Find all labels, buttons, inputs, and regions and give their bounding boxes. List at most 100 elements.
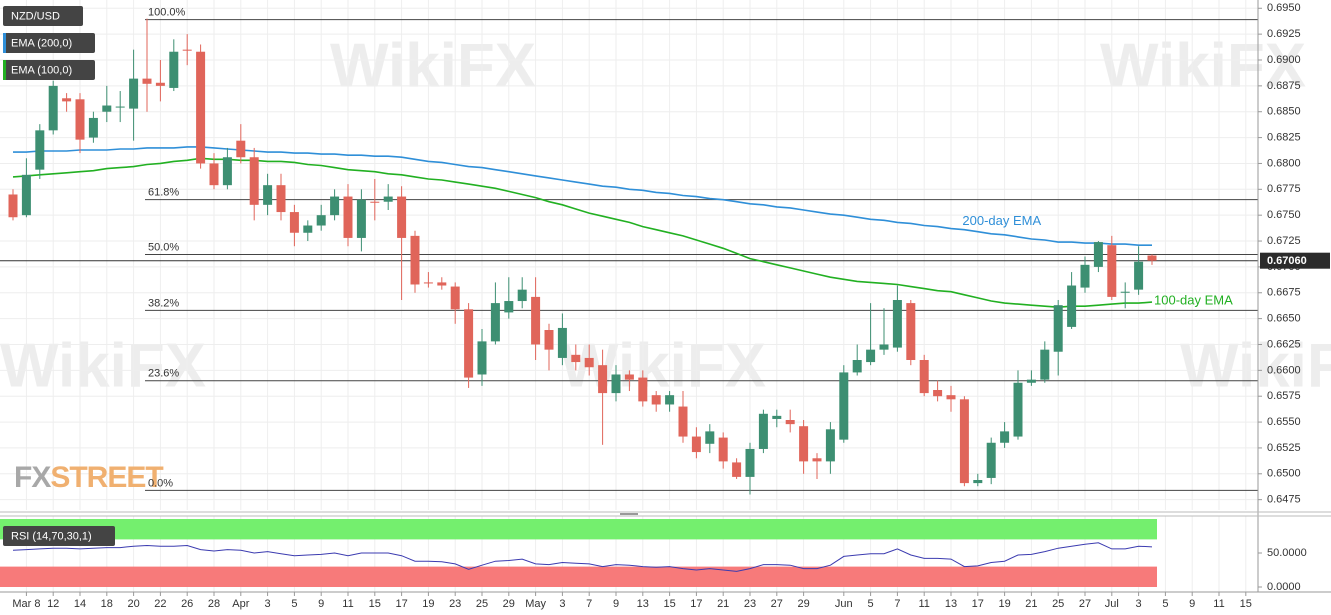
candle-body <box>852 360 862 373</box>
y-tick-label: 0.6775 <box>1267 183 1301 195</box>
candle-body <box>879 344 889 350</box>
y-tick-label: 0.6525 <box>1267 442 1301 454</box>
candle-body <box>986 442 996 478</box>
candle-body <box>544 330 554 350</box>
y-tick-label: 0.6550 <box>1267 416 1301 428</box>
watermark: WikiFX <box>1100 31 1306 100</box>
candle-body <box>812 458 822 462</box>
y-tick-label: 0.6750 <box>1267 209 1301 221</box>
candle-body <box>8 194 18 218</box>
y-tick-label: 0.6900 <box>1267 54 1301 66</box>
x-tick-label: Jul <box>1105 598 1119 610</box>
candle-body <box>303 225 313 233</box>
x-tick-label: 28 <box>208 598 220 610</box>
logo-street: STREET <box>50 461 163 494</box>
candle-body <box>732 462 742 477</box>
candle-body <box>450 286 460 310</box>
x-tick-label: 9 <box>1189 598 1195 610</box>
candle-body <box>785 420 795 425</box>
watermark: WikiFX <box>330 31 536 100</box>
fib-label: 23.6% <box>148 368 179 380</box>
x-tick-label: 17 <box>972 598 984 610</box>
candle-body <box>169 51 179 88</box>
candle-body <box>745 448 755 477</box>
x-tick-label: 13 <box>945 598 957 610</box>
candle-body <box>1120 291 1130 293</box>
candle-body <box>1013 382 1023 437</box>
y-tick-label: 0.6600 <box>1267 364 1301 376</box>
legend-swatch <box>3 33 6 53</box>
x-tick-label: 17 <box>395 598 407 610</box>
last-price-label: 0.67060 <box>1267 255 1307 267</box>
x-tick-label: 3 <box>1136 598 1142 610</box>
legend-label: EMA (100,0) <box>11 64 72 76</box>
logo-fx: FX <box>14 461 51 494</box>
candle-body <box>571 354 581 363</box>
x-tick-label: 3 <box>265 598 271 610</box>
pane-handle <box>620 513 638 515</box>
candle-body <box>115 106 125 108</box>
candle-body <box>356 199 366 238</box>
x-tick-label: 9 <box>318 598 324 610</box>
candle-body <box>758 413 768 449</box>
candle-body <box>155 82 165 86</box>
annotation: 200-day EMA <box>962 213 1041 228</box>
legend-label: NZD/USD <box>11 10 60 22</box>
y-tick-label: 0.6825 <box>1267 131 1301 143</box>
y-tick-label: 0.6675 <box>1267 287 1301 299</box>
candle-body <box>102 105 112 112</box>
candle-body <box>142 78 152 84</box>
candle-body <box>584 357 594 368</box>
candle-body <box>933 390 943 397</box>
candle-body <box>504 301 514 313</box>
candle-body <box>517 289 527 302</box>
x-tick-label: 14 <box>74 598 86 610</box>
candle-body <box>35 130 45 170</box>
candle-body <box>1067 285 1077 327</box>
candle-body <box>557 327 567 358</box>
candle-body <box>490 303 500 342</box>
x-tick-label: 11 <box>918 598 929 610</box>
y-tick-label: 0.0000 <box>1267 581 1301 593</box>
candle-body <box>1107 245 1117 297</box>
x-tick-label: 17 <box>690 598 702 610</box>
candle-body <box>1000 431 1010 443</box>
candle-body <box>825 429 835 462</box>
candle-body <box>1093 242 1103 267</box>
candle-body <box>651 395 661 405</box>
watermark: WikiFX <box>0 331 206 400</box>
candle-body <box>423 282 433 284</box>
candle-body <box>196 51 206 164</box>
x-tick-label: 7 <box>894 598 900 610</box>
y-tick-label: 0.6850 <box>1267 106 1301 118</box>
legend-box <box>3 526 115 546</box>
x-tick-label: 21 <box>717 598 729 610</box>
candle-body <box>383 196 393 202</box>
x-tick-label: Jun <box>835 598 853 610</box>
x-tick-label: 21 <box>1025 598 1037 610</box>
x-tick-label: 18 <box>101 598 113 610</box>
x-tick-label: 15 <box>369 598 381 610</box>
candle-body <box>1040 349 1050 380</box>
y-tick-label: 0.6500 <box>1267 468 1301 480</box>
x-tick-label: Apr <box>232 598 249 610</box>
candle-body <box>48 85 58 131</box>
x-tick-label: 5 <box>868 598 874 610</box>
candle-body <box>839 372 849 440</box>
fib-label: 61.8% <box>148 187 179 199</box>
x-tick-label: 25 <box>1052 598 1064 610</box>
candle-body <box>665 395 675 405</box>
candle-body <box>705 431 715 444</box>
candle-body <box>799 426 809 462</box>
candle-body <box>249 157 259 205</box>
candle-body <box>1053 305 1063 352</box>
candle-body <box>464 309 474 378</box>
candle-body <box>678 406 688 437</box>
candle-body <box>316 215 326 226</box>
fib-label: 100.0% <box>148 7 186 19</box>
candle-body <box>1134 261 1144 290</box>
x-tick-label: 29 <box>797 598 809 610</box>
legend-box <box>3 6 83 26</box>
candle-body <box>1026 379 1036 383</box>
y-tick-label: 0.6575 <box>1267 390 1301 402</box>
